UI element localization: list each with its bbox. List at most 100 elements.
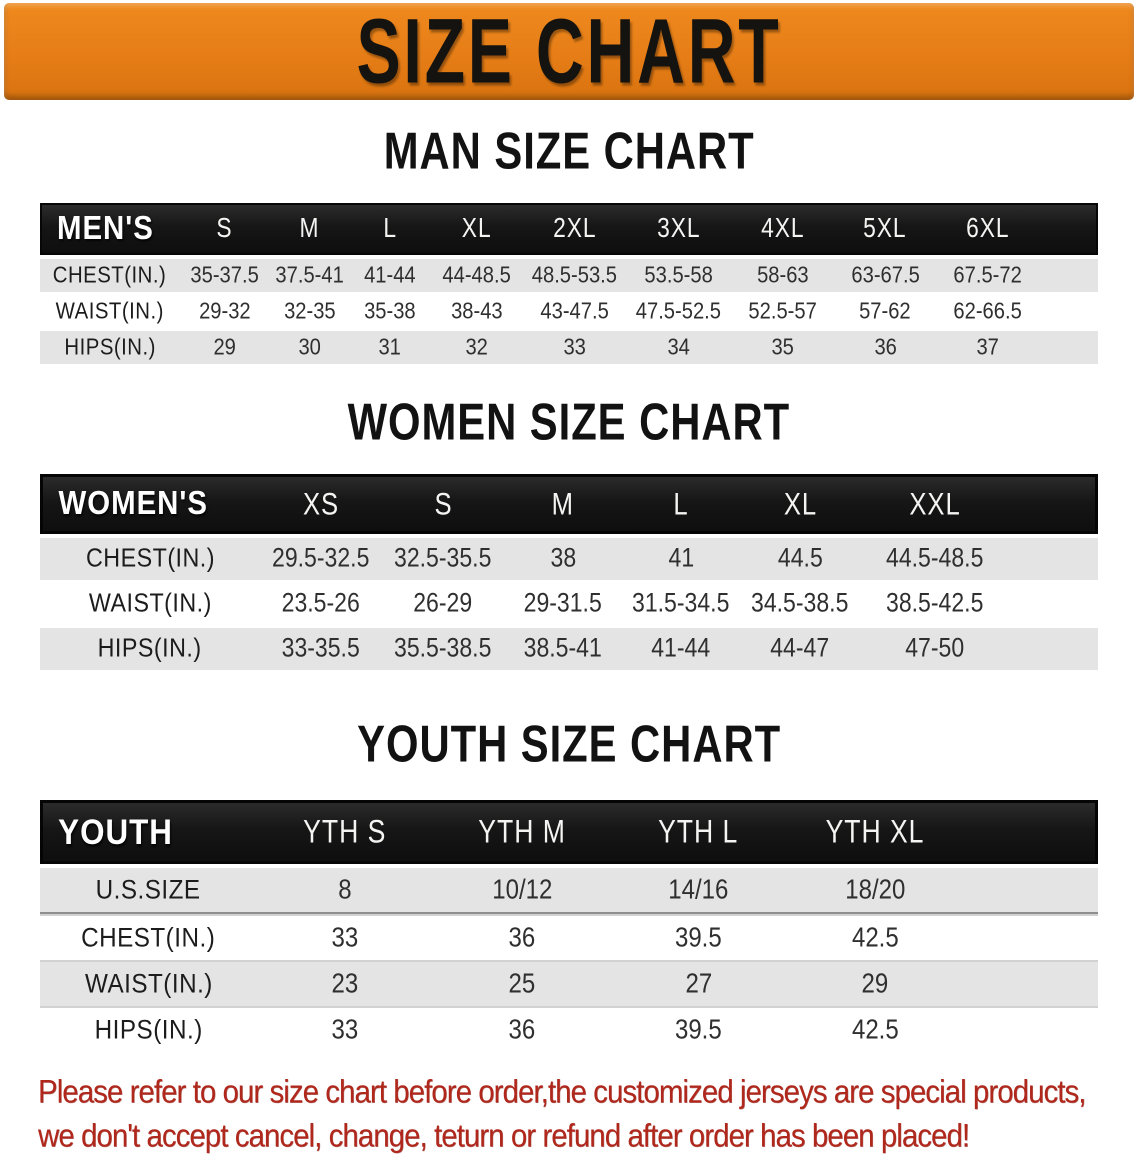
measurement-value: 23 [256, 960, 434, 1006]
men-section-title-text: MAN SIZE CHART [383, 122, 755, 181]
measurement-value: 44.5-48.5 [859, 534, 1011, 583]
measurement-value-text: 38 [550, 543, 576, 574]
measurement-value-text: 63-67.5 [851, 262, 920, 288]
measurement-value-text: 52.5-57 [748, 298, 817, 324]
measurement-value-text: 43-47.5 [540, 298, 609, 324]
measurement-value: 41 [621, 534, 741, 583]
spacer-cell [1010, 534, 1098, 583]
measurement-value-text: 23 [331, 968, 359, 999]
women-size-table: WOMEN'S XS S M L XL XXL CHEST(IN.) 29.5-32.5 32.… [40, 474, 1098, 673]
size-column-text: 4XL [760, 212, 805, 244]
size-column-header: 5XL [834, 203, 937, 255]
measurement-value: 47-50 [859, 628, 1011, 673]
measurement-value-text: 8 [338, 874, 352, 905]
youth-size-table: YOUTH YTH S YTH M YTH L YTH XL U.S.SIZE 8 10/1… [40, 800, 1098, 1052]
measurement-row: CHEST(IN.) 35-37.5 37.5-41 41-44 44-48.5 48.5… [40, 255, 1098, 295]
measurement-value: 47.5-52.5 [626, 295, 731, 331]
banner: SIZE CHART [4, 0, 1134, 103]
measurement-value: 38 [504, 534, 622, 583]
measurement-value: 36 [433, 1006, 611, 1052]
measurement-value-text: 36 [874, 334, 897, 360]
spacer-cell [963, 864, 1098, 914]
disclaimer: Please refer to our size chart before or… [38, 1070, 1138, 1158]
measurement-value: 42.5 [786, 914, 964, 960]
table-label-text: YOUTH [58, 811, 173, 852]
measurement-value: 30 [269, 331, 350, 367]
size-column-text: S [216, 212, 233, 244]
measurement-value-text: 33 [331, 1014, 359, 1045]
measurement-value: 42.5 [786, 1006, 964, 1052]
measurement-value-text: 38-43 [451, 298, 503, 324]
spacer-cell [963, 1006, 1098, 1052]
measurement-value: 35 [730, 331, 835, 367]
size-column-header: 4XL [730, 203, 835, 255]
women-section-title: WOMEN SIZE CHART [0, 394, 1138, 456]
measurement-value: 41-44 [349, 255, 431, 295]
measurement-label: HIPS(IN.) [40, 1006, 257, 1052]
size-column-text: L [673, 486, 689, 521]
measurement-value-text: 34.5-38.5 [751, 588, 849, 619]
measurement-value: 63-67.5 [834, 255, 937, 295]
measurement-value: 38.5-41 [504, 628, 622, 673]
measurement-label-text: HIPS(IN.) [94, 1014, 203, 1045]
measurement-value: 57-62 [834, 295, 937, 331]
measurement-label-text: WAIST(IN.) [55, 298, 164, 324]
measurement-value-text: 32-35 [283, 298, 336, 324]
table-label-text: WOMEN'S [58, 485, 208, 522]
measurement-value: 48.5-53.5 [523, 255, 627, 295]
measurement-value-text: 41 [668, 543, 694, 574]
measurement-value: 53.5-58 [626, 255, 731, 295]
size-column-text: YTH S [303, 813, 387, 850]
spacer-cell [963, 914, 1098, 960]
measurement-value-text: 32.5-35.5 [394, 543, 492, 574]
size-column-header: YTH L [610, 800, 787, 864]
measurement-value-text: 62-66.5 [953, 298, 1023, 324]
spacer-cell [963, 960, 1098, 1006]
size-column-header: 3XL [626, 203, 731, 255]
measurement-value: 29 [179, 331, 270, 367]
measurement-label: WAIST(IN.) [40, 960, 257, 1006]
spacer-cell [1010, 474, 1098, 534]
spacer-cell [1010, 583, 1098, 628]
measurement-value: 26-29 [381, 583, 505, 628]
measurement-value: 32-35 [269, 295, 350, 331]
size-column-text: M [299, 212, 320, 244]
measurement-value: 41-44 [621, 628, 741, 673]
measurement-value-text: 47-50 [905, 633, 965, 664]
measurement-value: 38-43 [430, 295, 524, 331]
measurement-value-text: 29-32 [198, 298, 251, 324]
measurement-label: WAIST(IN.) [40, 583, 261, 628]
measurement-value: 37 [936, 331, 1040, 367]
measurement-value-text: 33-35.5 [281, 633, 360, 664]
measurement-value: 44-47 [740, 628, 860, 673]
size-column-header: S [381, 474, 505, 534]
size-column-header: 6XL [936, 203, 1040, 255]
measurement-value-text: 38.5-42.5 [886, 588, 984, 619]
size-column-text: M [551, 486, 575, 521]
size-column-header: XL [740, 474, 860, 534]
size-column-text: 6XL [966, 212, 1010, 244]
measurement-row: HIPS(IN.) 29 30 31 32 33 34 35 36 37 [40, 331, 1098, 367]
measurement-value: 39.5 [610, 914, 787, 960]
measurement-value: 27 [610, 960, 787, 1006]
measurement-value: 31 [349, 331, 431, 367]
measurement-value: 34.5-38.5 [740, 583, 860, 628]
spacer-cell [1010, 628, 1098, 673]
measurement-label-text: HIPS(IN.) [64, 334, 156, 360]
measurement-value-text: 25 [508, 968, 536, 999]
measurement-value-text: 36 [508, 922, 536, 953]
measurement-value-text: 31.5-34.5 [632, 588, 730, 619]
measurement-row: WAIST(IN.) 29-32 32-35 35-38 38-43 43-47.5 47.… [40, 295, 1098, 331]
measurement-value: 38.5-42.5 [859, 583, 1011, 628]
size-column-header: XXL [859, 474, 1011, 534]
measurement-value-text: 35.5-38.5 [394, 633, 492, 664]
measurement-value-text: 23.5-26 [281, 588, 360, 619]
measurement-label-text: CHEST(IN.) [85, 543, 215, 574]
size-column-text: YTH M [478, 813, 566, 850]
measurement-value-text: 58-63 [756, 262, 809, 288]
table-label-text: MEN'S [56, 210, 154, 247]
measurement-row: U.S.SIZE 8 10/12 14/16 18/20 [40, 864, 1098, 914]
measurement-value: 35.5-38.5 [381, 628, 505, 673]
measurement-label-text: CHEST(IN.) [81, 922, 216, 953]
